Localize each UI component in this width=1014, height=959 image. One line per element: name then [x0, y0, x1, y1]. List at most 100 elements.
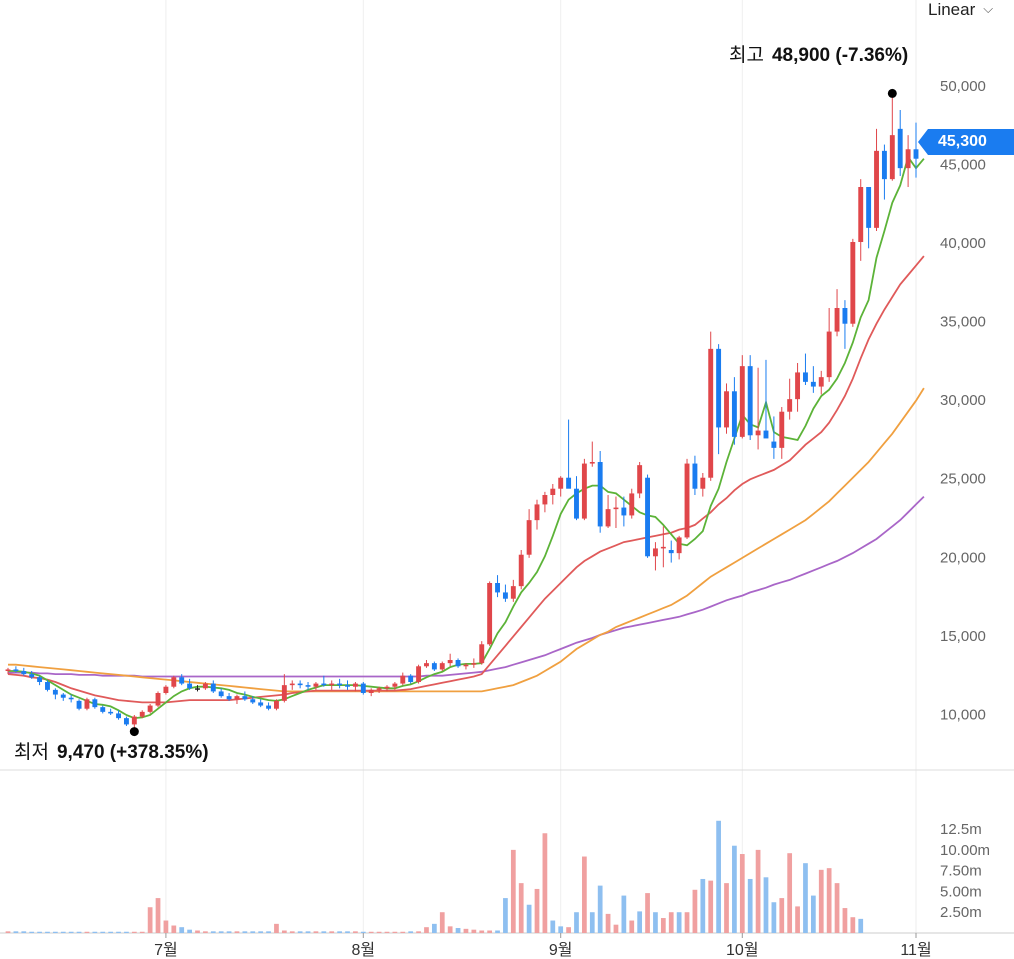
candle	[534, 499, 540, 530]
volume-bar	[842, 908, 848, 933]
volume-bar	[574, 912, 579, 933]
volume-bar	[305, 931, 311, 933]
candle	[763, 359, 769, 439]
candle	[155, 691, 161, 708]
candle-body	[763, 430, 769, 439]
volume-bar	[226, 931, 232, 933]
volume-bar	[818, 869, 824, 933]
candle-body	[400, 675, 406, 684]
volume-bar	[629, 920, 635, 933]
volume-bar	[716, 820, 721, 933]
candle	[337, 678, 343, 689]
candle	[716, 344, 722, 455]
price-tick-label: 30,000	[940, 392, 986, 409]
candle	[274, 699, 279, 711]
candle-body	[439, 663, 445, 670]
month-label: 10월	[726, 941, 759, 959]
candle-body	[234, 696, 240, 700]
volume-bar	[850, 917, 856, 933]
volume-bar	[384, 931, 390, 933]
volume-tick-label: 12.5m	[940, 821, 982, 838]
candle-body	[842, 308, 848, 324]
candle-body	[131, 716, 137, 725]
candle-body	[834, 308, 840, 332]
min-price-annotation: 최저 9,470 (+378.35%)	[14, 737, 209, 764]
price-tick-label: 20,000	[940, 549, 986, 566]
volume-bar	[495, 930, 500, 933]
volume-bar	[803, 863, 808, 933]
candle	[258, 699, 264, 708]
candle-body	[163, 686, 169, 693]
candle	[542, 491, 548, 513]
candle-body	[574, 488, 579, 519]
volume-bar	[739, 854, 745, 933]
candle-body	[739, 366, 745, 437]
candle-body	[803, 372, 808, 382]
volume-bar	[376, 931, 382, 933]
volume-bar	[289, 931, 295, 933]
candle-body	[242, 696, 248, 700]
candle	[76, 699, 82, 711]
candle-body	[337, 683, 343, 686]
candle	[755, 367, 761, 450]
candle-body	[155, 693, 161, 706]
candle	[400, 672, 406, 686]
candle	[779, 407, 785, 459]
volume-tick-label: 10.00m	[940, 842, 990, 859]
candle-body	[858, 187, 864, 242]
candle	[171, 675, 177, 689]
candle-body	[637, 465, 643, 494]
month-label: 7월	[154, 941, 178, 959]
candle-body	[68, 697, 74, 700]
volume-bar	[108, 931, 114, 933]
volume-bar	[518, 883, 524, 933]
candle-body	[621, 507, 627, 516]
scale-dropdown[interactable]: Linear ⌵	[928, 0, 1014, 20]
max-label: 최고	[729, 45, 764, 66]
volume-bar	[274, 923, 279, 933]
candle	[84, 697, 90, 711]
candle	[187, 678, 193, 690]
month-label: 11월	[900, 941, 931, 959]
candle	[629, 488, 635, 519]
volume-bar	[621, 895, 627, 933]
candle-body	[668, 550, 674, 554]
volume-bar	[558, 926, 564, 933]
volume-bar	[747, 878, 753, 933]
candle	[123, 716, 129, 726]
volume-bar	[353, 931, 358, 933]
volume-bar	[471, 929, 477, 933]
candle	[439, 661, 445, 671]
candle	[345, 680, 350, 690]
volume-bar	[131, 931, 137, 933]
candle	[581, 458, 587, 521]
candle	[455, 658, 461, 668]
candle-body	[416, 666, 422, 682]
volume-bar	[21, 931, 27, 933]
candle	[100, 705, 106, 714]
volume-bar	[834, 883, 840, 933]
candle-body	[202, 683, 208, 689]
ma20-line	[7, 255, 925, 704]
volume-tick-label: 2.50m	[940, 904, 982, 921]
candle-body	[810, 381, 816, 387]
volume-bar	[281, 930, 287, 933]
volume-bar	[582, 856, 587, 933]
candle	[202, 682, 208, 690]
candle	[566, 419, 572, 489]
candle	[68, 694, 74, 703]
candle	[692, 455, 698, 495]
max-value: 48,900 (-7.36%)	[771, 45, 909, 66]
volume-bar	[787, 853, 793, 933]
candle	[660, 526, 666, 568]
candle-body	[187, 683, 193, 689]
candle	[13, 666, 19, 673]
candle-body	[589, 462, 595, 464]
volume-bar	[368, 931, 374, 933]
candle-body	[771, 441, 777, 448]
volume-bar	[463, 928, 469, 933]
candle-body	[566, 477, 572, 489]
volume-bar	[60, 931, 66, 933]
candle	[526, 509, 532, 558]
